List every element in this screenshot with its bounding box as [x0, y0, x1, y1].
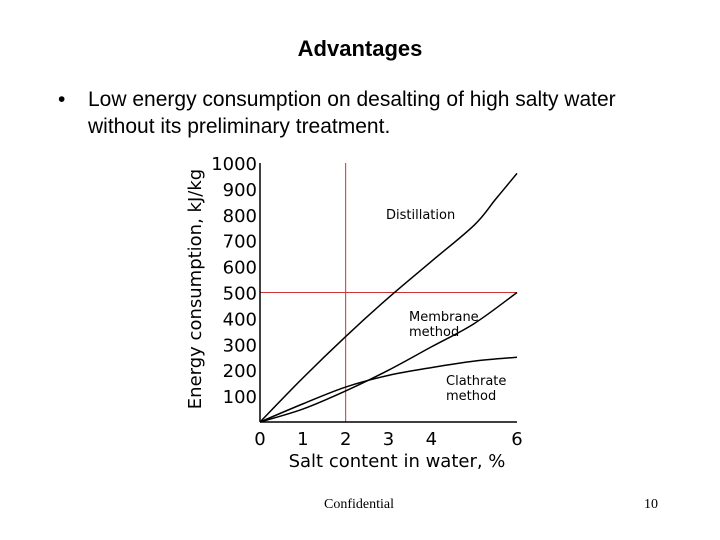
- y-tick-label: 500: [223, 284, 257, 305]
- y-tick-label: 200: [223, 361, 257, 382]
- x-axis-title: Salt content in water, %: [289, 451, 506, 472]
- series-line-distillation: [259, 172, 518, 423]
- x-tick-label: 1: [297, 429, 308, 450]
- y-axis-title: Energy consumption, kJ/kg: [185, 169, 206, 409]
- series-label: method: [446, 389, 496, 404]
- y-tick-label: 300: [223, 335, 257, 356]
- chart-axes: [259, 163, 517, 423]
- y-tick-label: 900: [223, 180, 257, 201]
- series-labels: DistillationMembranemethodClathratemetho…: [386, 208, 506, 404]
- series-label: Clathrate: [446, 374, 506, 389]
- y-tick-label: 100: [223, 387, 257, 408]
- x-tick-label: 3: [383, 429, 394, 450]
- series-lines: [259, 172, 518, 423]
- y-tick-label: 800: [223, 206, 257, 227]
- bullet-text: Low energy consumption on desalting of h…: [88, 88, 616, 138]
- x-tick-label: 0: [254, 429, 265, 450]
- series-label: Distillation: [386, 208, 455, 223]
- bullet-symbol: •: [58, 88, 66, 111]
- series-label: method: [409, 325, 459, 340]
- y-tick-label: 600: [223, 258, 257, 279]
- y-tick-label: 1000: [211, 154, 257, 175]
- slide-title: Advantages: [297, 36, 423, 61]
- x-tick-label: 4: [426, 429, 437, 450]
- x-tick-label: 2: [340, 429, 351, 450]
- y-tick-label: 700: [223, 232, 257, 253]
- page-number: 10: [644, 497, 658, 512]
- y-tick-label: 400: [223, 309, 257, 330]
- footer-confidential: Confidential: [324, 497, 394, 512]
- series-line-clathrate-method: [259, 356, 518, 423]
- series-line-membrane-method: [259, 291, 518, 423]
- tick-labels: 100 200 300 400 500 600 700 800 900 1000 0 1 2 3 4 6: [211, 154, 523, 450]
- x-tick-label: 6: [511, 429, 522, 450]
- reference-lines: [260, 163, 517, 422]
- series-label: Membrane: [409, 310, 479, 325]
